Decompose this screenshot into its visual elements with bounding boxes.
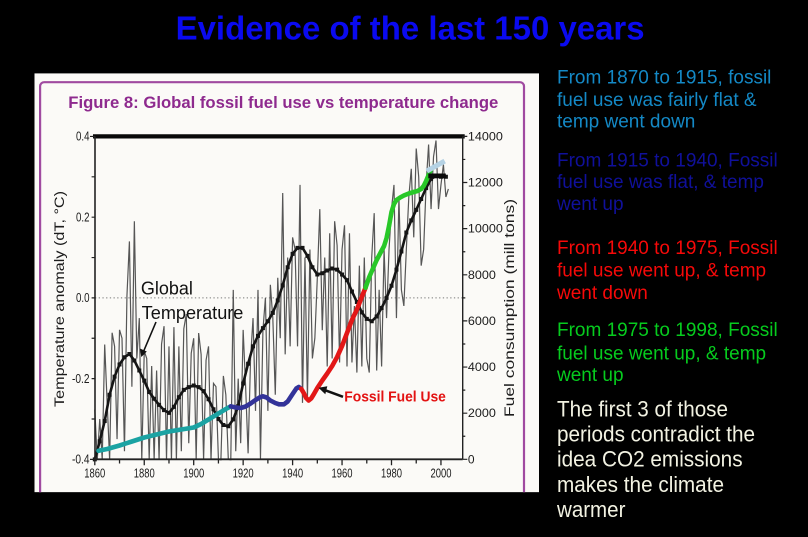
svg-text:12000: 12000 [468,176,503,190]
svg-text:From 1870 to 1915, fossil: From 1870 to 1915, fossil [557,68,771,89]
svg-text:From 1940 to 1975, Fossil: From 1940 to 1975, Fossil [557,238,778,259]
svg-text:Evidence of the last 150 years: Evidence of the last 150 years [176,9,645,46]
svg-text:fuel use went up, & temp: fuel use went up, & temp [557,261,766,282]
svg-text:idea CO2 emissions: idea CO2 emissions [557,447,743,472]
svg-text:1860: 1860 [84,466,105,481]
svg-text:Fuel consumption (mill tons): Fuel consumption (mill tons) [502,199,517,417]
svg-text:1920: 1920 [233,466,254,481]
svg-text:From 1975 to 1998, Fossil: From 1975 to 1998, Fossil [557,320,778,341]
svg-text:fuel use was flat, & temp: fuel use was flat, & temp [557,172,764,193]
svg-text:Temperature: Temperature [142,303,244,323]
svg-text:1960: 1960 [332,466,353,481]
svg-text:10000: 10000 [468,222,503,236]
svg-text:warmer: warmer [556,497,626,522]
svg-text:1880: 1880 [134,466,155,481]
svg-text:-0.2: -0.2 [72,371,90,386]
svg-text:temp went down: temp went down [557,112,695,133]
svg-text:1900: 1900 [183,466,204,481]
svg-text:went up: went up [556,365,624,386]
svg-text:Global: Global [141,278,193,298]
svg-text:4000: 4000 [468,360,496,374]
svg-text:2000: 2000 [430,466,451,481]
svg-text:fuel use was fairly flat &: fuel use was fairly flat & [557,90,757,111]
svg-text:1940: 1940 [282,466,303,481]
svg-text:Temperature anomaly (dT, °C): Temperature anomaly (dT, °C) [52,191,67,407]
svg-text:Figure 8: Global fossil fuel u: Figure 8: Global fossil fuel use vs temp… [68,93,498,112]
svg-text:went down: went down [556,283,648,304]
svg-text:Fossil Fuel Use: Fossil Fuel Use [344,389,446,406]
svg-text:makes the climate: makes the climate [557,472,724,497]
svg-text:fuel use went up, & temp: fuel use went up, & temp [557,343,766,364]
svg-text:0: 0 [468,452,475,466]
svg-text:6000: 6000 [468,314,496,328]
svg-text:0.2: 0.2 [76,209,90,224]
svg-text:From 1915 to 1940, Fossil: From 1915 to 1940, Fossil [557,150,778,171]
svg-text:1980: 1980 [381,466,402,481]
svg-text:0.4: 0.4 [76,129,90,144]
svg-text:went up: went up [556,194,624,215]
svg-text:periods contradict the: periods contradict the [557,422,755,447]
svg-text:14000: 14000 [468,129,503,143]
svg-text:0.0: 0.0 [76,290,90,305]
svg-text:The first 3 of those: The first 3 of those [557,396,728,421]
svg-text:2000: 2000 [468,406,496,420]
svg-text:-0.4: -0.4 [72,452,90,467]
svg-text:8000: 8000 [468,268,496,282]
